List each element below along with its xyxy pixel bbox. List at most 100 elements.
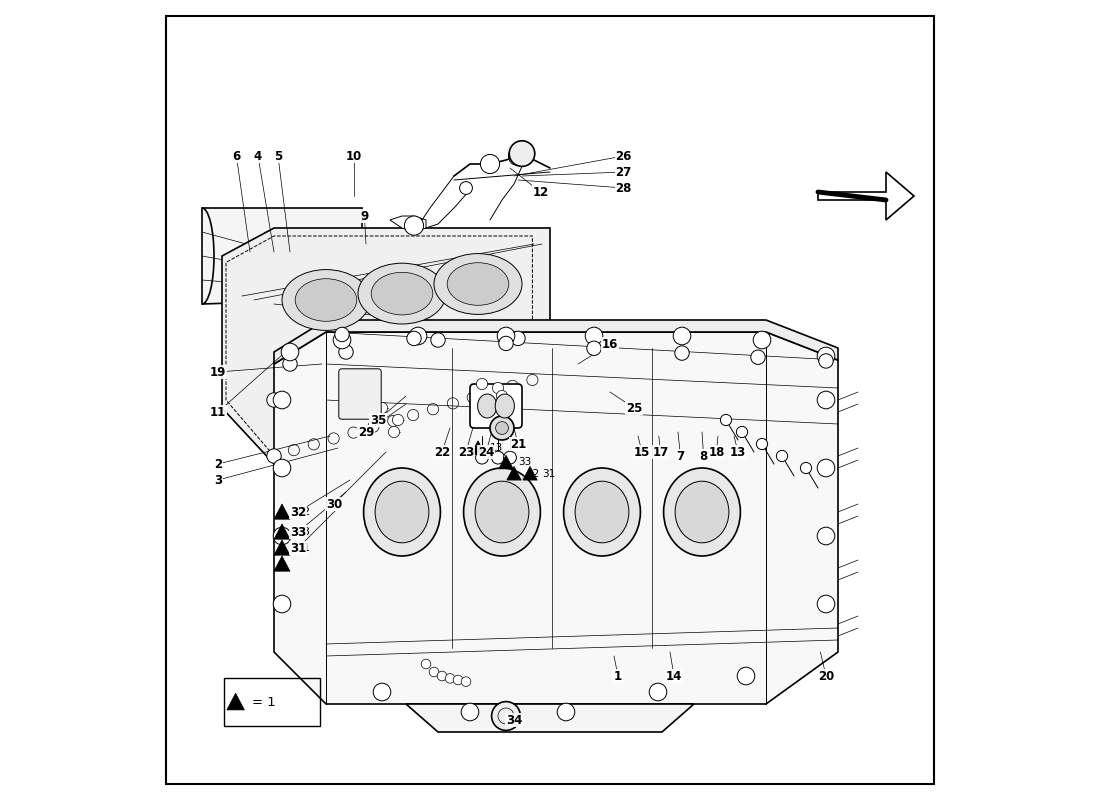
Ellipse shape (575, 481, 629, 542)
Circle shape (673, 327, 691, 345)
Ellipse shape (282, 270, 370, 330)
Circle shape (421, 659, 431, 669)
Circle shape (431, 333, 446, 347)
Circle shape (496, 390, 507, 402)
Circle shape (757, 438, 768, 450)
Circle shape (751, 350, 766, 365)
Circle shape (497, 327, 515, 345)
Text: 27: 27 (616, 166, 631, 178)
Text: 31: 31 (290, 542, 306, 554)
Polygon shape (202, 208, 362, 304)
Circle shape (736, 426, 748, 438)
Polygon shape (274, 556, 290, 571)
Circle shape (461, 703, 478, 721)
Polygon shape (818, 172, 914, 220)
Text: 32: 32 (290, 506, 306, 518)
Circle shape (504, 451, 516, 464)
Ellipse shape (358, 263, 446, 324)
Text: 33: 33 (296, 527, 310, 537)
Circle shape (720, 414, 732, 426)
Circle shape (393, 414, 404, 426)
Text: 6: 6 (232, 150, 241, 162)
Circle shape (273, 459, 290, 477)
Circle shape (558, 703, 575, 721)
Text: 13: 13 (730, 446, 746, 458)
Circle shape (461, 677, 471, 686)
Ellipse shape (563, 468, 640, 556)
Circle shape (339, 345, 353, 359)
Circle shape (737, 667, 755, 685)
Circle shape (429, 667, 439, 677)
Circle shape (585, 327, 603, 345)
Circle shape (817, 347, 835, 365)
Text: 32: 32 (526, 469, 539, 478)
Text: 12: 12 (532, 186, 549, 198)
Polygon shape (390, 216, 426, 232)
Ellipse shape (375, 481, 429, 542)
FancyBboxPatch shape (339, 369, 382, 419)
Circle shape (273, 595, 290, 613)
Text: 3: 3 (213, 474, 222, 486)
Ellipse shape (495, 394, 515, 418)
Circle shape (498, 336, 514, 350)
Circle shape (373, 683, 390, 701)
Circle shape (754, 331, 771, 349)
Circle shape (492, 451, 505, 464)
Circle shape (801, 462, 812, 474)
Circle shape (273, 527, 290, 545)
Circle shape (508, 146, 528, 166)
Text: 10: 10 (345, 150, 362, 162)
Polygon shape (274, 524, 290, 539)
Circle shape (267, 449, 282, 463)
Circle shape (453, 675, 463, 685)
Text: 23: 23 (458, 446, 474, 458)
Text: 8: 8 (700, 450, 707, 462)
Circle shape (817, 459, 835, 477)
Text: 1: 1 (614, 670, 623, 682)
Text: 16: 16 (602, 338, 618, 350)
Polygon shape (471, 441, 485, 454)
Circle shape (334, 327, 349, 342)
Polygon shape (498, 455, 514, 469)
Circle shape (283, 357, 297, 371)
Text: 29: 29 (358, 426, 374, 438)
Text: 19: 19 (210, 366, 227, 378)
Circle shape (649, 683, 667, 701)
Circle shape (333, 331, 351, 349)
Polygon shape (274, 504, 290, 519)
Circle shape (509, 141, 535, 166)
Text: 33: 33 (518, 458, 531, 467)
Text: 31: 31 (542, 469, 556, 478)
Circle shape (376, 402, 387, 414)
Text: 7: 7 (676, 450, 684, 462)
Circle shape (492, 702, 520, 730)
Circle shape (496, 422, 508, 434)
Circle shape (818, 354, 833, 368)
Text: 13: 13 (490, 443, 504, 453)
Polygon shape (406, 704, 694, 732)
Text: 2: 2 (213, 458, 222, 470)
Ellipse shape (463, 468, 540, 556)
FancyBboxPatch shape (470, 384, 522, 428)
Polygon shape (274, 320, 838, 364)
Circle shape (267, 393, 282, 407)
Circle shape (407, 331, 421, 346)
Ellipse shape (434, 254, 522, 314)
Ellipse shape (663, 468, 740, 556)
Circle shape (476, 378, 487, 390)
Text: 11: 11 (210, 406, 227, 418)
Circle shape (273, 391, 290, 409)
Text: 24: 24 (477, 446, 494, 458)
Text: 21: 21 (510, 438, 526, 450)
Ellipse shape (364, 468, 440, 556)
Circle shape (674, 346, 690, 360)
Ellipse shape (295, 278, 356, 322)
Circle shape (586, 341, 602, 355)
Ellipse shape (371, 272, 432, 315)
Circle shape (490, 416, 514, 440)
Polygon shape (522, 466, 537, 480)
Text: 31: 31 (296, 543, 310, 553)
Text: 18: 18 (708, 446, 725, 458)
Circle shape (493, 382, 504, 394)
Text: = 1: = 1 (252, 695, 275, 709)
